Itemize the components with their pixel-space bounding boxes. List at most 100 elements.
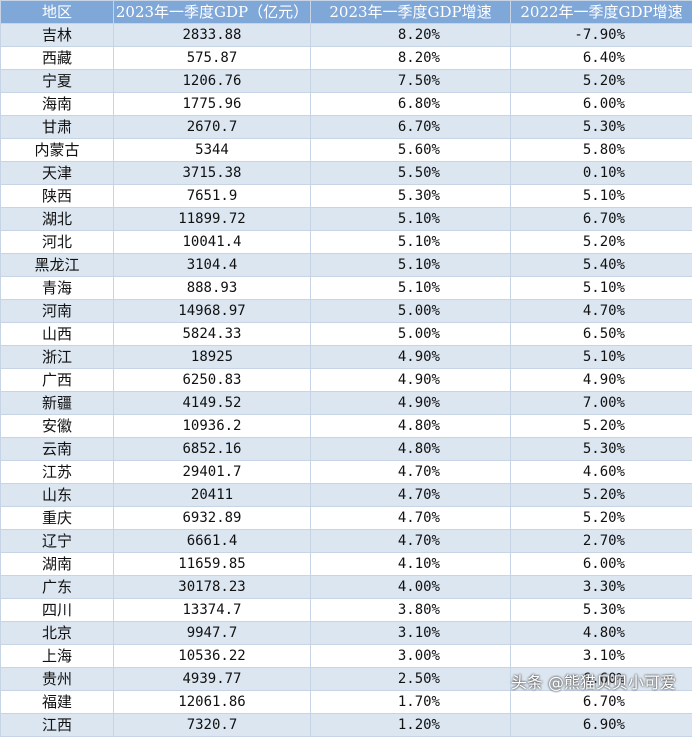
table-cell: 吉林 [1, 24, 114, 47]
table-cell: 5.30% [511, 599, 692, 622]
table-cell: 黑龙江 [1, 254, 114, 277]
header-cell: 地区 [1, 1, 114, 24]
table-cell: 1.20% [311, 714, 511, 737]
table-cell: 北京 [1, 622, 114, 645]
table-cell: 6.90% [511, 714, 692, 737]
table-cell: 30178.23 [114, 576, 311, 599]
table-cell: 河北 [1, 231, 114, 254]
table-cell: 西藏 [1, 47, 114, 70]
table-cell: 3715.38 [114, 162, 311, 185]
table-cell: 天津 [1, 162, 114, 185]
table-cell: 5.50% [311, 162, 511, 185]
table-cell: 安徽 [1, 415, 114, 438]
table-cell: 29401.7 [114, 461, 311, 484]
table-cell: 8.20% [311, 47, 511, 70]
table-cell: 10536.22 [114, 645, 311, 668]
table-cell: 陕西 [1, 185, 114, 208]
table-cell: 5.10% [311, 208, 511, 231]
table-cell: 5.20% [511, 231, 692, 254]
table-cell: 0.10% [511, 162, 692, 185]
table-cell: 内蒙古 [1, 139, 114, 162]
table-cell: 3.30% [511, 576, 692, 599]
table-cell: 5.30% [511, 438, 692, 461]
table-cell: 3.80% [311, 599, 511, 622]
table-cell: 3.00% [311, 645, 511, 668]
table-cell: 4.90% [311, 346, 511, 369]
table-cell: 4.70% [311, 530, 511, 553]
table-cell: 5.10% [311, 277, 511, 300]
table-cell: 江苏 [1, 461, 114, 484]
table-cell: 4.80% [311, 438, 511, 461]
table-cell: 河南 [1, 300, 114, 323]
table-cell: 5.20% [511, 415, 692, 438]
table-cell: 5.10% [511, 185, 692, 208]
table-cell: 新疆 [1, 392, 114, 415]
table-cell: -7.90% [511, 24, 692, 47]
table-cell: 6.80% [311, 93, 511, 116]
table-cell: 5.20% [511, 507, 692, 530]
table-cell: 辽宁 [1, 530, 114, 553]
table-cell: 888.93 [114, 277, 311, 300]
table-cell: 6852.16 [114, 438, 311, 461]
watermark: 头条 @熊猫贝贝小可爱 [511, 669, 676, 693]
table-cell: 浙江 [1, 346, 114, 369]
table-cell: 2833.88 [114, 24, 311, 47]
table-cell: 4.80% [311, 415, 511, 438]
table-cell: 6250.83 [114, 369, 311, 392]
table-cell: 4.10% [311, 553, 511, 576]
table-cell: 贵州 [1, 668, 114, 691]
table-cell: 11659.85 [114, 553, 311, 576]
table-cell: 18925 [114, 346, 311, 369]
table-cell: 青海 [1, 277, 114, 300]
table-cell: 11899.72 [114, 208, 311, 231]
table-cell: 5824.33 [114, 323, 311, 346]
table-cell: 海南 [1, 93, 114, 116]
table-cell: 广西 [1, 369, 114, 392]
table-cell: 6.70% [511, 691, 692, 714]
table-cell: 5.10% [511, 346, 692, 369]
table-cell: 重庆 [1, 507, 114, 530]
table-cell: 甘肃 [1, 116, 114, 139]
table-cell: 4939.77 [114, 668, 311, 691]
table-cell: 湖南 [1, 553, 114, 576]
table-cell: 6.70% [311, 116, 511, 139]
table-cell: 12061.86 [114, 691, 311, 714]
table-cell: 5.10% [511, 277, 692, 300]
table-cell: 6932.89 [114, 507, 311, 530]
table-cell: 6.00% [511, 93, 692, 116]
header-cell: 2023年一季度GDP增速 [311, 1, 511, 24]
table-cell: 5.20% [511, 484, 692, 507]
table-cell: 2.50% [311, 668, 511, 691]
table-cell: 2.70% [511, 530, 692, 553]
table-cell: 5.80% [511, 139, 692, 162]
table-cell: 4.70% [311, 461, 511, 484]
table-cell: 6661.4 [114, 530, 311, 553]
table-cell: 4.70% [311, 484, 511, 507]
table-cell: 10936.2 [114, 415, 311, 438]
table-cell: 5.10% [311, 231, 511, 254]
table-cell: 宁夏 [1, 70, 114, 93]
table-cell: 4.70% [311, 507, 511, 530]
